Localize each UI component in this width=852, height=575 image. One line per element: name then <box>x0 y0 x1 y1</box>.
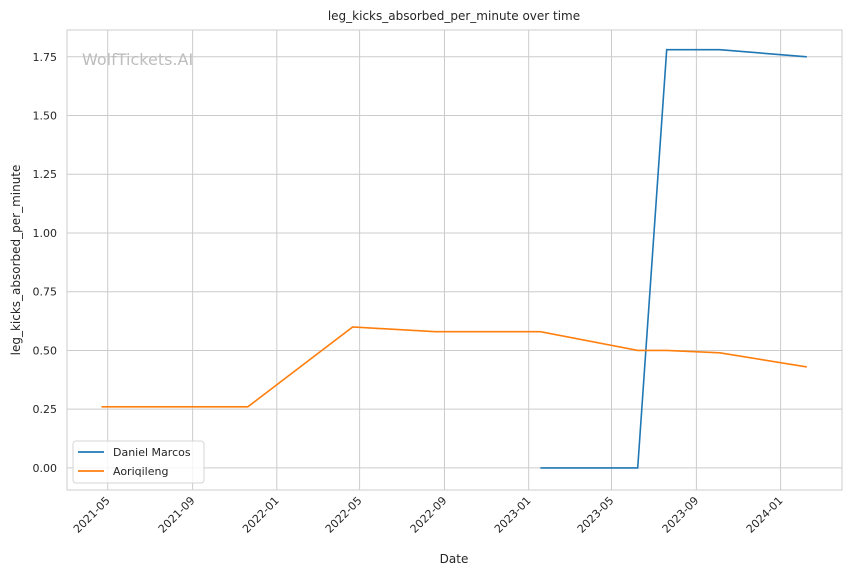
x-tick-label: 2023-09 <box>660 494 702 536</box>
x-tick-label: 2023-05 <box>575 494 617 536</box>
series-line-daniel-marcos <box>540 48 807 469</box>
y-tick-label: 0.50 <box>33 344 58 357</box>
series-lines <box>101 48 807 469</box>
y-tick-label: 1.00 <box>33 227 58 240</box>
grid <box>67 30 842 490</box>
x-tick-label: 2023-01 <box>492 494 534 536</box>
legend-label-daniel-marcos: Daniel Marcos <box>113 446 191 459</box>
y-tick-label: 0.75 <box>33 286 58 299</box>
legend: Daniel Marcos Aoriqileng <box>72 440 205 484</box>
y-tick-label: 1.50 <box>33 110 58 123</box>
watermark: WolfTickets.AI <box>82 50 193 69</box>
x-tick-label: 2022-09 <box>408 494 450 536</box>
y-tick-label: 1.75 <box>33 51 58 64</box>
plot-area <box>66 29 843 491</box>
x-tick-label: 2022-01 <box>240 494 282 536</box>
y-axis-label: leg_kicks_absorbed_per_minute <box>9 165 23 356</box>
y-tick-label: 1.25 <box>33 168 58 181</box>
chart-title: leg_kicks_absorbed_per_minute over time <box>328 9 580 23</box>
x-tick-label: 2021-09 <box>156 494 198 536</box>
series-line-aoriqileng <box>101 326 807 408</box>
x-tick-label: 2021-05 <box>71 494 113 536</box>
x-axis-label: Date <box>440 552 469 566</box>
legend-label-aoriqileng: Aoriqileng <box>113 465 168 478</box>
y-tick-label: 0.00 <box>33 462 58 475</box>
x-tick-label: 2024-01 <box>744 494 786 536</box>
y-tick-label: 0.25 <box>33 403 58 416</box>
x-tick-label: 2022-05 <box>323 494 365 536</box>
